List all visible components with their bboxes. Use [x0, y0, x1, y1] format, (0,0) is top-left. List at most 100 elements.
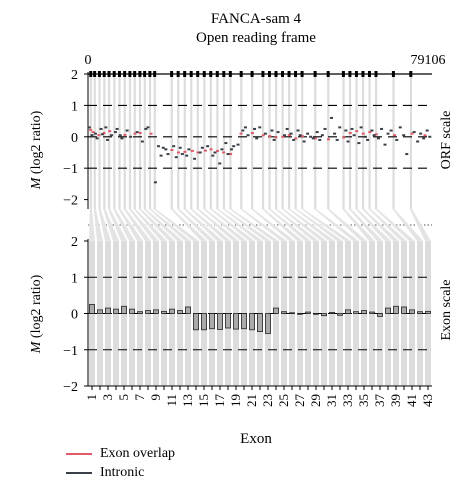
point-intronic: [187, 148, 191, 151]
exon-bar: [369, 311, 375, 314]
exon-bar: [233, 313, 239, 330]
point-intronic: [380, 127, 384, 130]
point-exon-overlap: [170, 148, 174, 151]
exon-x-tick-label: 43: [420, 394, 435, 407]
legend-label-exon-overlap: Exon overlap: [100, 446, 176, 461]
exon-y-tick-label: −1: [63, 344, 78, 359]
exon-bar: [249, 313, 255, 331]
exon-bar: [193, 313, 199, 331]
point-exon-overlap: [313, 137, 317, 140]
point-intronic: [100, 133, 104, 136]
exon-bar: [313, 313, 319, 315]
point-exon-overlap: [97, 134, 101, 137]
exon-bar: [329, 312, 335, 314]
point-intronic: [243, 126, 247, 129]
point-exon-overlap: [190, 149, 194, 152]
point-intronic: [93, 132, 97, 135]
point-intronic: [422, 137, 426, 140]
point-intronic: [270, 129, 274, 132]
point-intronic: [129, 135, 133, 138]
point-intronic: [193, 157, 197, 160]
exon-bar: [185, 306, 191, 314]
point-intronic: [135, 131, 139, 134]
point-intronic: [330, 116, 334, 119]
point-intronic: [125, 129, 129, 132]
point-exon-overlap: [209, 148, 213, 151]
point-exon-overlap: [261, 134, 265, 137]
point-exon-overlap: [368, 131, 372, 134]
point-intronic: [292, 138, 296, 141]
point-exon-overlap: [268, 135, 272, 138]
point-exon-overlap: [196, 151, 200, 154]
exon-bar: [273, 307, 279, 314]
point-intronic: [232, 145, 236, 148]
point-exon-overlap: [216, 149, 220, 152]
point-exon-overlap: [250, 132, 254, 135]
exon-bar: [113, 308, 119, 314]
point-intronic: [253, 127, 257, 130]
point-exon-overlap: [138, 132, 142, 135]
orf-y-tick-label: 0: [71, 131, 78, 146]
exon-band-top: [222, 74, 226, 209]
point-intronic: [315, 131, 319, 134]
exon-band-top: [342, 74, 345, 209]
point-intronic: [323, 127, 327, 130]
orf-y-label: M (log2 ratio): [29, 110, 44, 190]
point-intronic: [144, 127, 148, 130]
exon-band-top: [118, 74, 121, 209]
exon-bar: [225, 313, 231, 329]
point-intronic: [298, 134, 302, 137]
exon-x-tick-label: 41: [404, 394, 419, 407]
point-exon-overlap: [361, 132, 365, 135]
exon-bar: [89, 304, 95, 314]
exon-bar: [121, 305, 127, 314]
point-exon-overlap: [326, 138, 330, 141]
exon-band-top: [170, 74, 173, 209]
point-intronic: [402, 134, 406, 137]
point-exon-overlap: [355, 130, 359, 133]
exon-y-tick-label: 0: [71, 308, 78, 323]
point-intronic: [366, 138, 370, 141]
exon-bar: [385, 307, 391, 314]
point-exon-overlap: [287, 134, 291, 137]
exon-bar: [289, 312, 295, 314]
exon-bar: [281, 311, 287, 314]
exon-bar: [361, 310, 367, 314]
exon-band-top: [268, 74, 271, 209]
point-intronic: [428, 135, 432, 138]
exon-band-top: [409, 74, 412, 209]
legend-swatch-intronic: [66, 472, 92, 474]
point-intronic: [172, 145, 176, 148]
point-exon-overlap: [393, 134, 397, 137]
point-intronic: [395, 138, 399, 141]
exon-bar: [265, 313, 271, 334]
point-intronic: [352, 134, 356, 137]
point-intronic: [276, 131, 280, 134]
exon-band-top: [355, 74, 358, 209]
point-exon-overlap: [300, 135, 304, 138]
exon-bar: [305, 311, 311, 314]
point-intronic: [344, 129, 348, 132]
exon-bar: [201, 313, 207, 331]
point-exon-overlap: [102, 132, 106, 135]
point-intronic: [386, 132, 390, 135]
exon-bar: [161, 310, 167, 314]
point-intronic: [246, 134, 250, 137]
point-intronic: [372, 134, 376, 137]
exon-x-tick-label: 21: [244, 394, 259, 407]
point-exon-overlap: [203, 149, 207, 152]
exon-band-top: [148, 74, 152, 209]
orf-panel-axes: M (log2 ratio) ORF scale 2 1 0 −1 −2: [29, 68, 454, 209]
exon-x-tick-label: 3: [100, 394, 115, 401]
point-intronic: [115, 127, 119, 130]
point-intronic: [425, 129, 429, 132]
exon-bar: [425, 310, 431, 314]
point-exon-overlap: [423, 134, 427, 137]
point-intronic: [95, 137, 99, 140]
point-intronic: [178, 146, 182, 149]
exon-bar: [345, 309, 351, 314]
point-exon-overlap: [229, 153, 233, 156]
point-intronic: [106, 138, 110, 141]
point-intronic: [359, 126, 363, 129]
